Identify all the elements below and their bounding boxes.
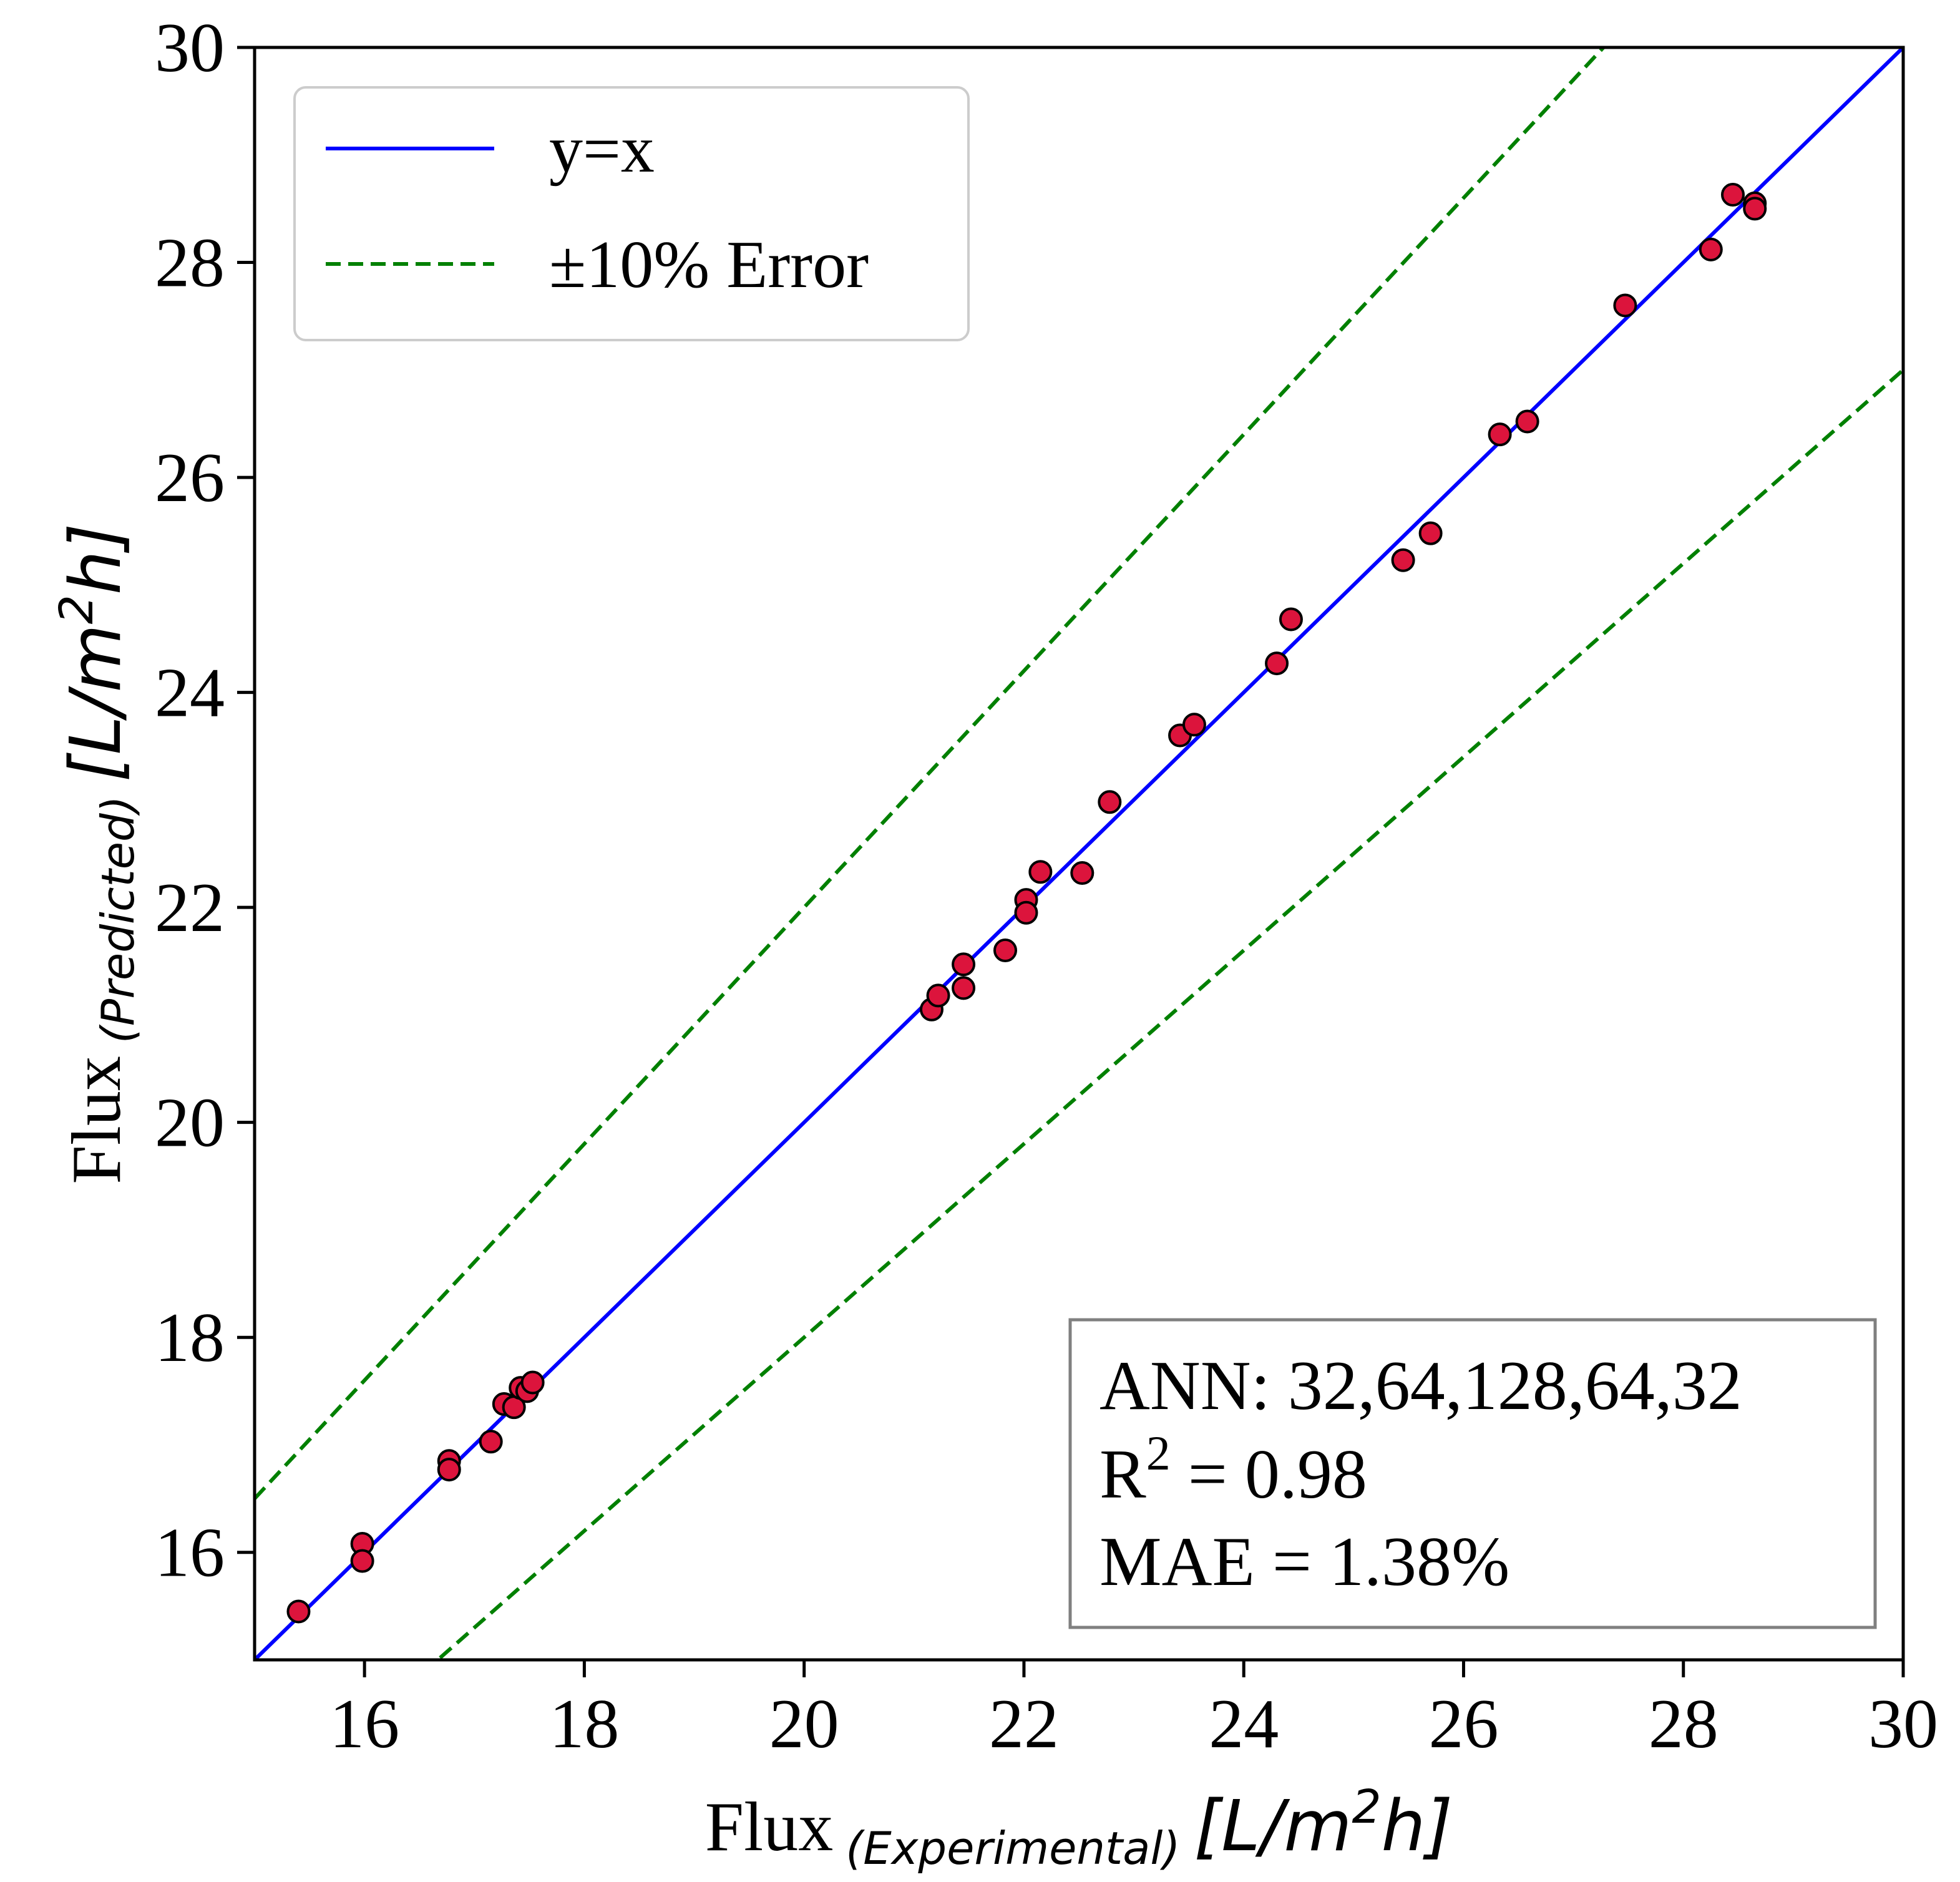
- data-point: [952, 952, 976, 977]
- x-tick-label: 26: [1428, 1685, 1498, 1763]
- data-point: [1515, 409, 1539, 434]
- y-axis-ticks: 16 18 20 22 24 26 28 30: [155, 9, 255, 1592]
- y-tick-label: 26: [155, 439, 225, 517]
- legend-label-yx: y=x: [549, 112, 655, 187]
- x-tick-label: 20: [769, 1685, 839, 1763]
- annotation-r2: R2 = 0.98: [1099, 1426, 1367, 1513]
- legend-label-error: ±10% Error: [549, 228, 869, 302]
- y-tick-label: 20: [155, 1085, 225, 1162]
- annotation-model: ANN: 32,64,128,64,32: [1099, 1347, 1742, 1425]
- data-point: [1613, 293, 1637, 318]
- x-axis-ticks: 16 18 20 22 24 26 28 30: [329, 1660, 1938, 1763]
- y-tick-label: 22: [155, 869, 225, 947]
- x-tick-label: 16: [329, 1685, 399, 1763]
- data-point: [437, 1458, 461, 1482]
- metrics-annotation: ANN: 32,64,128,64,32 R2 = 0.98 MAE = 1.3…: [1068, 1318, 1877, 1629]
- data-point: [1720, 183, 1745, 207]
- x-axis-label: Flux (Experimental) [L/m2h]: [705, 1780, 1453, 1875]
- data-point: [1743, 197, 1767, 221]
- data-point: [479, 1430, 503, 1454]
- data-point: [1098, 790, 1122, 814]
- data-point: [952, 976, 976, 1000]
- data-point: [286, 1599, 311, 1624]
- data-point: [350, 1549, 374, 1573]
- y-tick-label: 28: [155, 225, 225, 302]
- data-point: [1014, 900, 1038, 925]
- data-point: [926, 983, 950, 1008]
- data-point: [1279, 607, 1303, 631]
- y-tick-label: 24: [155, 655, 225, 732]
- x-tick-label: 18: [549, 1685, 619, 1763]
- legend: y=x ±10% Error: [293, 86, 970, 341]
- x-tick-label: 30: [1868, 1685, 1938, 1763]
- data-point: [1488, 422, 1512, 447]
- annotation-box: [1068, 1318, 1877, 1629]
- data-point: [1070, 861, 1095, 885]
- x-tick-label: 22: [989, 1685, 1059, 1763]
- data-point: [1699, 237, 1723, 261]
- y-tick-label: 16: [155, 1514, 225, 1592]
- x-tick-label: 24: [1209, 1685, 1279, 1763]
- y-axis-label: Flux(Predicted)[L/m2h]: [50, 523, 144, 1184]
- data-point: [1418, 521, 1443, 545]
- axes-frame: [253, 46, 1905, 1662]
- y-tick-label: 30: [155, 9, 225, 87]
- annotation-mae: MAE = 1.38%: [1099, 1523, 1509, 1601]
- x-tick-label: 28: [1649, 1685, 1719, 1763]
- y-tick-label: 18: [155, 1299, 225, 1377]
- legend-box: [293, 86, 970, 341]
- data-point: [1028, 860, 1053, 884]
- data-point: [1182, 713, 1206, 737]
- data-point: [520, 1370, 545, 1395]
- data-point: [1391, 548, 1415, 572]
- reference-line-10: [435, 368, 1903, 1660]
- data-point: [1265, 651, 1289, 676]
- data-point: [993, 939, 1017, 963]
- scatter-points: [286, 183, 1767, 1624]
